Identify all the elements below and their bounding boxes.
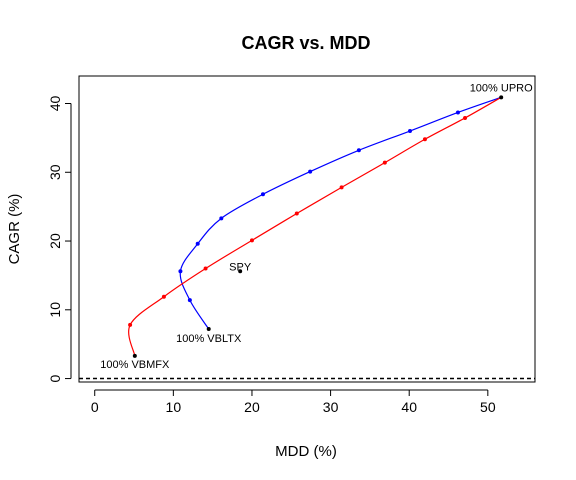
series-layer bbox=[128, 96, 502, 357]
series-line bbox=[179, 96, 502, 330]
plot-area-frame bbox=[78, 75, 536, 383]
annotation-label: SPY bbox=[229, 261, 252, 273]
series-point bbox=[308, 169, 313, 174]
annotated-point bbox=[499, 95, 504, 100]
series-point bbox=[178, 269, 183, 274]
series-point bbox=[382, 160, 387, 165]
x-tick-label: 40 bbox=[401, 399, 417, 415]
series-point bbox=[187, 298, 192, 303]
y-tick-label: 20 bbox=[47, 233, 63, 249]
x-tick-label: 10 bbox=[166, 399, 182, 415]
series-point bbox=[339, 185, 344, 190]
series-point bbox=[407, 129, 412, 134]
x-axis-label: MDD (%) bbox=[275, 443, 337, 460]
series-point bbox=[260, 192, 265, 197]
x-tick-label: 30 bbox=[323, 399, 339, 415]
series-point bbox=[294, 211, 299, 216]
x-axis: 0 10 20 30 40 50 bbox=[91, 389, 496, 415]
series-point bbox=[422, 137, 427, 142]
series-point bbox=[161, 294, 166, 299]
x-tick-label: 20 bbox=[244, 399, 260, 415]
series-point bbox=[249, 238, 254, 243]
y-tick-label: 10 bbox=[47, 302, 63, 318]
series-point bbox=[219, 216, 224, 221]
series-point bbox=[463, 115, 468, 120]
y-axis-label: CAGR (%) bbox=[6, 194, 23, 265]
y-tick-label: 30 bbox=[47, 164, 63, 180]
annotated-point bbox=[206, 327, 211, 332]
annotated-point bbox=[238, 269, 243, 274]
series-point bbox=[356, 148, 361, 153]
x-tick-label: 0 bbox=[91, 399, 99, 415]
annotation-label: 100% VBLTX bbox=[176, 333, 242, 345]
y-axis: 0 10 20 30 40 bbox=[47, 96, 72, 382]
chart-title: CAGR vs. MDD bbox=[241, 33, 370, 53]
series-point bbox=[128, 322, 133, 327]
series-point bbox=[203, 266, 208, 271]
annotation-layer: 100% UPRO 100% VBLTX 100% VBMFX SPY bbox=[100, 82, 533, 371]
annotated-point bbox=[132, 353, 137, 358]
series-point bbox=[195, 241, 200, 246]
annotation-label: 100% VBMFX bbox=[100, 359, 170, 371]
x-tick-label: 50 bbox=[480, 399, 496, 415]
annotation-label: 100% UPRO bbox=[470, 82, 533, 94]
y-tick-label: 0 bbox=[47, 374, 63, 382]
series-line bbox=[128, 96, 502, 357]
y-tick-label: 40 bbox=[47, 96, 63, 112]
series-point bbox=[455, 110, 460, 115]
